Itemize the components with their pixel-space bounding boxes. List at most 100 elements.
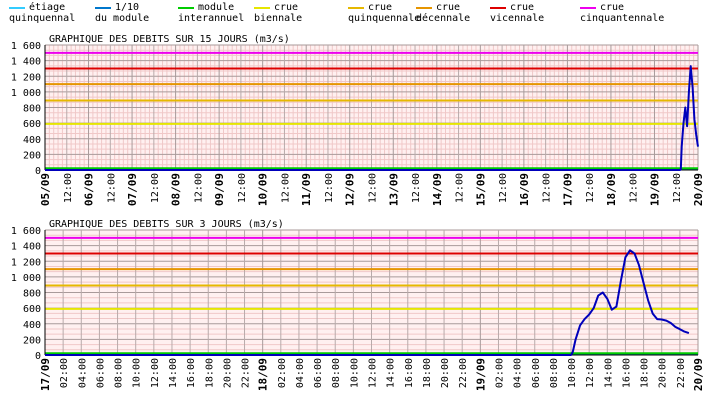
legend-label-line1: crue — [436, 2, 461, 13]
x-tick-label: 14/09 — [431, 173, 444, 206]
legend-swatch — [9, 7, 25, 9]
x-tick-label: 19/09 — [648, 173, 661, 206]
legend-label-line2: cinquantennale — [580, 13, 665, 24]
x-tick-label: 14:00 — [386, 358, 397, 388]
x-tick-label: 06:00 — [313, 358, 324, 388]
legend-swatch — [348, 7, 364, 9]
legend-label-line1: étiage — [29, 2, 66, 13]
x-tick-label: 10/09 — [257, 173, 270, 206]
x-tick-label: 05/09 — [39, 173, 52, 206]
x-tick-label: 14:00 — [603, 358, 614, 388]
x-tick-label: 11/09 — [300, 173, 313, 206]
x-tick-label: 12:00 — [63, 173, 74, 203]
legend-label-line2: biennale — [254, 13, 303, 24]
y-tick-label: 800 — [23, 289, 41, 300]
x-tick-label: 12:00 — [324, 173, 335, 203]
y-tick-label: 800 — [23, 104, 41, 115]
x-tick-label: 20:00 — [658, 358, 669, 388]
x-tick-label: 04:00 — [295, 358, 306, 388]
x-tick-label: 16/09 — [518, 173, 531, 206]
x-tick-label: 20:00 — [440, 358, 451, 388]
x-tick-label: 04:00 — [513, 358, 524, 388]
legend-swatch — [580, 7, 596, 9]
y-tick-label: 400 — [23, 320, 41, 331]
x-tick-label: 12:00 — [411, 173, 422, 203]
x-tick-label: 14:00 — [168, 358, 179, 388]
x-tick-label: 12:00 — [585, 358, 596, 388]
x-tick-label: 16:00 — [186, 358, 197, 388]
y-tick-label: 1 000 — [11, 88, 41, 99]
legend-label-line2: décennale — [416, 13, 471, 24]
x-tick-label: 12:00 — [193, 173, 204, 203]
legend-swatch — [416, 7, 432, 9]
x-tick-label: 12:00 — [455, 173, 466, 203]
y-tick-label: 400 — [23, 135, 41, 146]
x-tick-label: 12:00 — [150, 173, 161, 203]
x-tick-label: 08:00 — [549, 358, 560, 388]
y-tick-label: 1 600 — [11, 226, 41, 237]
y-tick-label: 1 200 — [11, 257, 41, 268]
legend-label-line1: crue — [368, 2, 393, 13]
x-tick-label: 02:00 — [494, 358, 505, 388]
x-tick-label: 02:00 — [277, 358, 288, 388]
x-tick-label: 12:00 — [542, 173, 553, 203]
legend-swatch — [95, 7, 111, 9]
y-tick-label: 0 — [35, 351, 41, 362]
y-tick-label: 1 400 — [11, 242, 41, 253]
x-tick-label: 19/09 — [474, 358, 487, 391]
x-tick-label: 10:00 — [132, 358, 143, 388]
flow-series-line — [45, 65, 699, 171]
legend-label-line2: vicennale — [490, 13, 545, 24]
legend-label-line1: crue — [600, 2, 625, 13]
x-tick-label: 09/09 — [213, 173, 226, 206]
legend-label-line2: du module — [95, 13, 150, 24]
x-tick-label: 20:00 — [222, 358, 233, 388]
flow-series-line — [45, 249, 690, 356]
x-tick-label: 15/09 — [474, 173, 487, 206]
x-tick-label: 20/09 — [692, 358, 705, 391]
legend-swatch — [254, 7, 270, 9]
x-tick-label: 18/09 — [605, 173, 618, 206]
x-tick-label: 12:00 — [585, 173, 596, 203]
x-tick-label: 13/09 — [387, 173, 400, 206]
x-tick-label: 04:00 — [77, 358, 88, 388]
x-tick-label: 06:00 — [531, 358, 542, 388]
legend-label-line1: crue — [510, 2, 535, 13]
x-tick-label: 12:00 — [368, 173, 379, 203]
legend: étiage quinquennal 1/10 du module module inte… — [0, 0, 709, 24]
legend-swatch — [178, 7, 194, 9]
x-tick-label: 22:00 — [458, 358, 469, 388]
y-tick-label: 1 400 — [11, 57, 41, 68]
x-tick-label: 12:00 — [368, 358, 379, 388]
legend-swatch — [490, 7, 506, 9]
x-tick-label: 20/09 — [692, 173, 705, 206]
x-tick-label: 08/09 — [170, 173, 183, 206]
legend-label-line1: module — [198, 2, 235, 13]
legend-label-line2: quinquennal — [9, 13, 76, 24]
x-tick-label: 12:00 — [280, 173, 291, 203]
x-tick-label: 18:00 — [422, 358, 433, 388]
x-tick-label: 16:00 — [404, 358, 415, 388]
x-tick-label: 18:00 — [640, 358, 651, 388]
x-tick-label: 22:00 — [676, 358, 687, 388]
x-tick-label: 08:00 — [331, 358, 342, 388]
y-tick-label: 600 — [23, 119, 41, 130]
x-tick-label: 17/09 — [39, 358, 52, 391]
chart-title: GRAPHIQUE DES DEBITS SUR 15 JOURS (m3/s) — [49, 34, 290, 45]
y-tick-label: 600 — [23, 304, 41, 315]
legend-label-line1: 1/10 — [115, 2, 140, 13]
x-tick-label: 12:00 — [629, 173, 640, 203]
legend-label-line2: interannuel — [178, 13, 245, 24]
y-tick-label: 1 000 — [11, 273, 41, 284]
x-tick-label: 06:00 — [95, 358, 106, 388]
y-tick-label: 200 — [23, 335, 41, 346]
y-tick-label: 200 — [23, 150, 41, 161]
x-tick-label: 12:00 — [498, 173, 509, 203]
x-tick-label: 17/09 — [561, 173, 574, 206]
x-tick-label: 18:00 — [204, 358, 215, 388]
x-tick-label: 22:00 — [241, 358, 252, 388]
x-tick-label: 12:00 — [106, 173, 117, 203]
x-tick-label: 06/09 — [83, 173, 96, 206]
y-tick-label: 1 600 — [11, 41, 41, 52]
